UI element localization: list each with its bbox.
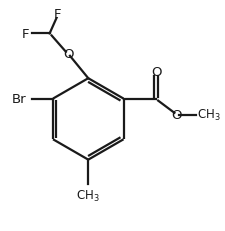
Text: CH$_3$: CH$_3$ <box>76 188 100 203</box>
Text: CH$_3$: CH$_3$ <box>197 108 221 123</box>
Text: O: O <box>64 48 74 61</box>
Text: F: F <box>22 28 29 41</box>
Text: O: O <box>171 109 182 122</box>
Text: Br: Br <box>12 93 27 106</box>
Text: O: O <box>151 65 161 78</box>
Text: F: F <box>54 8 61 21</box>
